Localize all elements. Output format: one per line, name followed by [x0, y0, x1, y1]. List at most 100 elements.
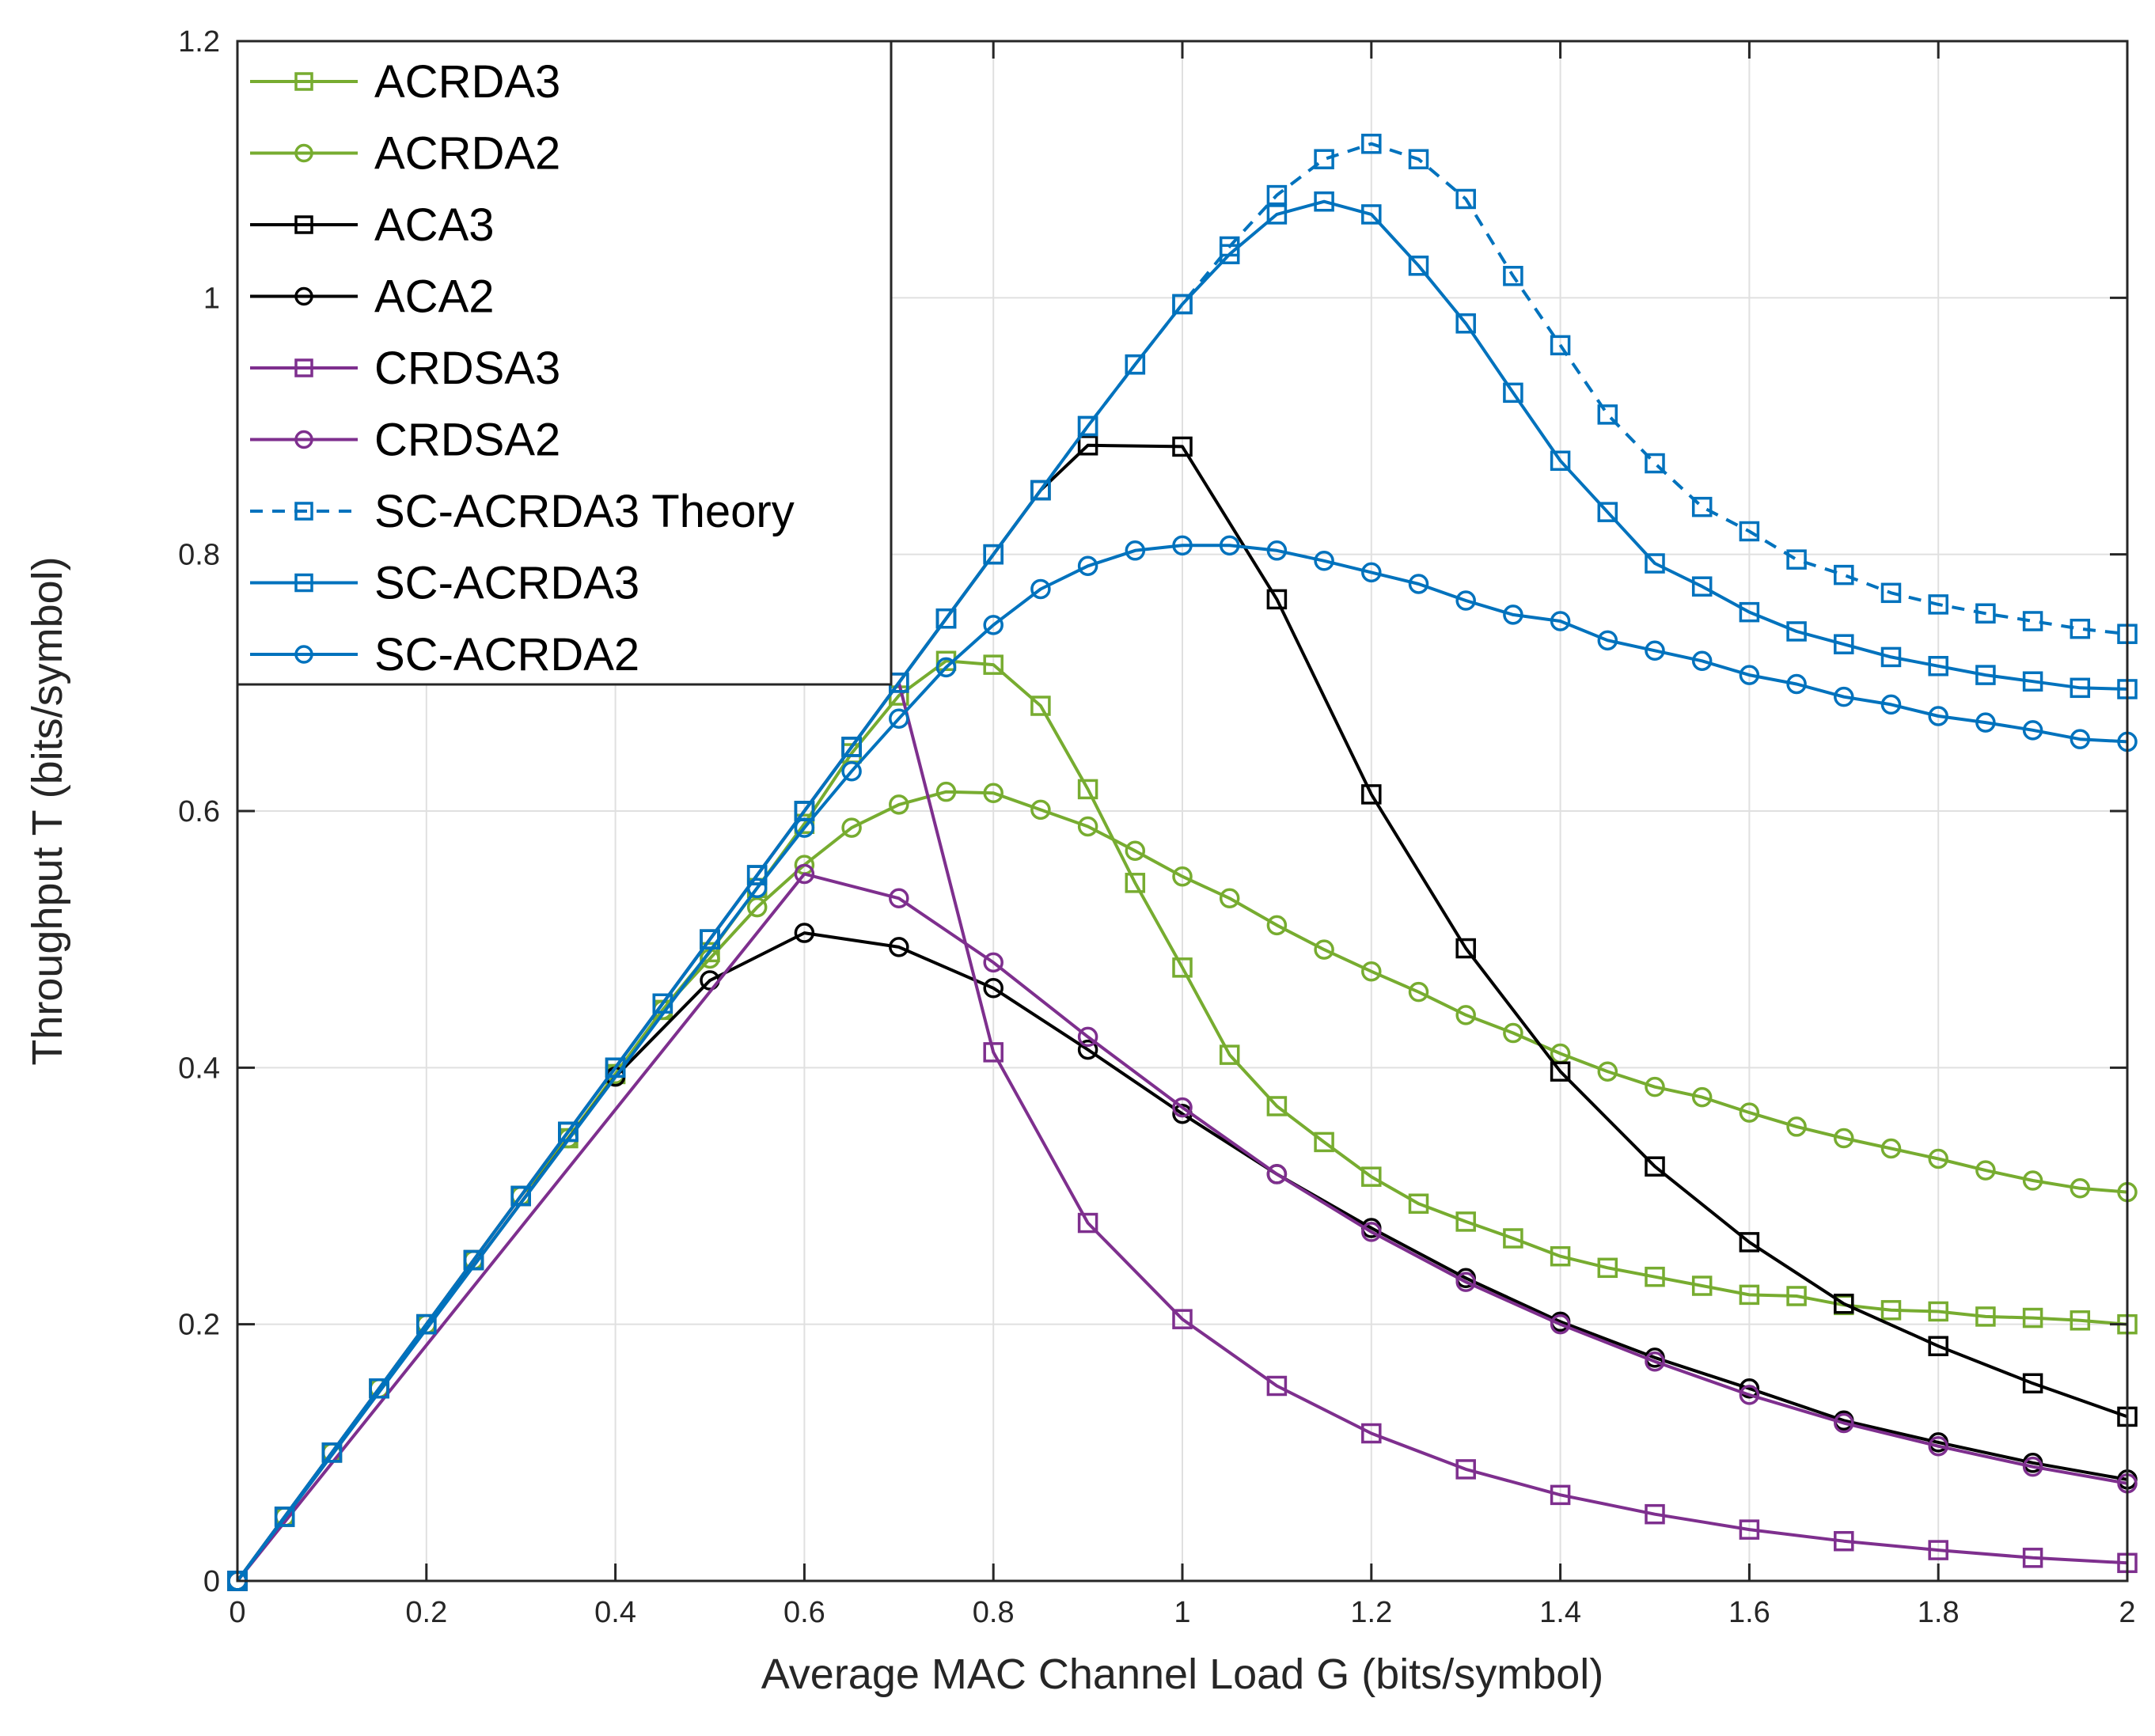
data-point-acrda2: [2022, 1170, 2043, 1191]
data-point-acrda3: [1172, 957, 1193, 978]
series-layer: [227, 133, 2138, 1591]
data-point-sc-acrda3-theory: [1314, 149, 1334, 169]
data-point-sc-acrda3: [1408, 256, 1429, 276]
data-point-sc-acrda2: [1645, 640, 1665, 661]
data-point-sc-acrda3: [1030, 479, 1051, 501]
data-point-sc-acrda3: [416, 1313, 437, 1335]
legend-box: [236, 40, 893, 686]
data-point-sc-acrda2: [1691, 650, 1713, 672]
data-point-sc-acrda2: [1219, 535, 1240, 556]
data-point-acrda2: [1975, 1160, 1996, 1181]
data-point-sc-acrda3: [369, 1378, 389, 1399]
data-point-sc-acrda3-theory: [1739, 521, 1760, 542]
data-point-aca3: [1266, 589, 1288, 610]
data-point-acrda2: [983, 783, 1004, 804]
series-line-acrda2: [236, 790, 2128, 1582]
data-point-sc-acrda2: [1786, 673, 1807, 695]
data-point-sc-acrda2: [935, 657, 957, 678]
data-point-aca2: [983, 978, 1004, 999]
data-point-crdsa2: [1172, 1097, 1193, 1118]
data-point-acrda3: [1266, 1096, 1288, 1116]
data-point-acrda3: [2022, 1307, 2043, 1329]
y-tick-label: 1.2: [178, 25, 220, 59]
data-point-sc-acrda3: [983, 544, 1004, 565]
data-point-sc-acrda2: [2070, 729, 2091, 749]
data-point-sc-acrda3: [1503, 382, 1523, 404]
data-point-sc-acrda3-theory: [1645, 453, 1665, 474]
data-point-crdsa3: [1266, 1375, 1288, 1397]
data-point-sc-acrda3: [1455, 313, 1476, 334]
data-point-sc-acrda2: [889, 708, 909, 729]
y-tick-label: 0: [203, 1565, 220, 1598]
data-point-aca3: [1455, 938, 1476, 959]
legend-marker: [294, 430, 313, 449]
data-point-crdsa2: [1550, 1313, 1571, 1335]
data-point-sc-acrda3-theory: [1880, 582, 1902, 604]
data-point-acrda3: [1361, 1166, 1382, 1187]
data-point-acrda3: [1030, 696, 1051, 716]
data-point-acrda2: [1834, 1128, 1854, 1149]
y-tick-label: 0.4: [178, 1052, 220, 1085]
data-point-sc-acrda3-theory: [1597, 404, 1618, 425]
x-tick-label: 0.6: [783, 1596, 825, 1629]
legend-label: ACRDA3: [374, 56, 560, 108]
data-point-sc-acrda3-theory: [1550, 335, 1571, 356]
data-point-acrda2: [1739, 1102, 1760, 1123]
legend-label: ACRDA2: [374, 128, 560, 180]
data-point-sc-acrda3-theory: [1975, 603, 1996, 624]
data-point-sc-acrda3: [1172, 294, 1193, 315]
data-point-sc-acrda3: [1314, 191, 1334, 212]
data-point-acrda3: [1928, 1301, 1948, 1322]
data-point-sc-acrda2: [1030, 578, 1051, 600]
legend-label: SC-ACRDA3 Theory: [374, 486, 795, 537]
series-sc-acrda2: [227, 535, 2138, 1591]
legend-label: ACA3: [374, 199, 495, 251]
legend-marker: [294, 573, 313, 593]
data-point-sc-acrda2: [1550, 611, 1571, 631]
series-line-sc-acrda3-theory: [236, 142, 2128, 1582]
data-point-sc-acrda3-theory: [1503, 266, 1523, 286]
data-point-sc-acrda3: [1739, 601, 1760, 623]
legend-entry-sc-acrda2: SC-ACRDA2: [250, 629, 639, 680]
data-point-sc-acrda2: [1314, 551, 1334, 571]
legend-entry-crdsa2: CRDSA2: [250, 415, 560, 466]
data-point-aca2: [1077, 1039, 1098, 1060]
legend-entry-sc-acrda3-theory: SC-ACRDA3 Theory: [250, 486, 795, 537]
data-point-acrda2: [1786, 1116, 1807, 1137]
data-point-sc-acrda2: [1172, 535, 1193, 556]
data-point-acrda2: [1455, 1005, 1476, 1025]
data-point-acrda2: [841, 817, 862, 838]
legend-marker: [294, 72, 313, 91]
data-point-sc-acrda3-theory: [1266, 184, 1288, 206]
data-point-sc-acrda3-theory: [2022, 611, 2043, 631]
data-point-sc-acrda3-theory: [1834, 564, 1854, 586]
x-tick-label: 1.6: [1728, 1596, 1770, 1629]
data-point-acrda2: [1645, 1076, 1665, 1097]
data-point-crdsa2: [1928, 1435, 1948, 1457]
data-point-sc-acrda3: [1880, 646, 1902, 668]
data-point-aca2: [889, 937, 909, 957]
data-point-aca3: [1172, 436, 1193, 457]
data-point-aca2: [794, 923, 815, 943]
y-tick-label: 0.8: [178, 539, 220, 572]
data-point-sc-acrda2: [1361, 562, 1382, 583]
data-point-acrda2: [1691, 1086, 1713, 1108]
series-line-crdsa2: [236, 872, 2128, 1582]
data-point-sc-acrda3: [274, 1507, 295, 1527]
data-point-sc-acrda2: [983, 615, 1004, 635]
data-point-acrda3: [1503, 1228, 1523, 1249]
data-point-sc-acrda2: [2022, 720, 2043, 741]
legend-entry-acrda3: ACRDA3: [250, 56, 560, 108]
data-point-sc-acrda3: [463, 1249, 484, 1271]
x-axis-title: Average MAC Channel Load G (bits/symbol): [761, 1651, 1604, 1698]
data-point-acrda3: [1219, 1044, 1240, 1065]
data-point-acrda2: [1077, 816, 1098, 837]
legend-entry-aca3: ACA3: [250, 199, 495, 251]
legend-label: SC-ACRDA2: [374, 629, 639, 680]
data-point-crdsa3: [1550, 1484, 1571, 1506]
x-tick-label: 1.8: [1918, 1596, 1960, 1629]
data-point-acrda2: [1928, 1148, 1948, 1169]
data-point-sc-acrda3: [2022, 671, 2043, 692]
data-point-crdsa3: [1928, 1540, 1948, 1560]
data-point-acrda3: [983, 654, 1004, 675]
